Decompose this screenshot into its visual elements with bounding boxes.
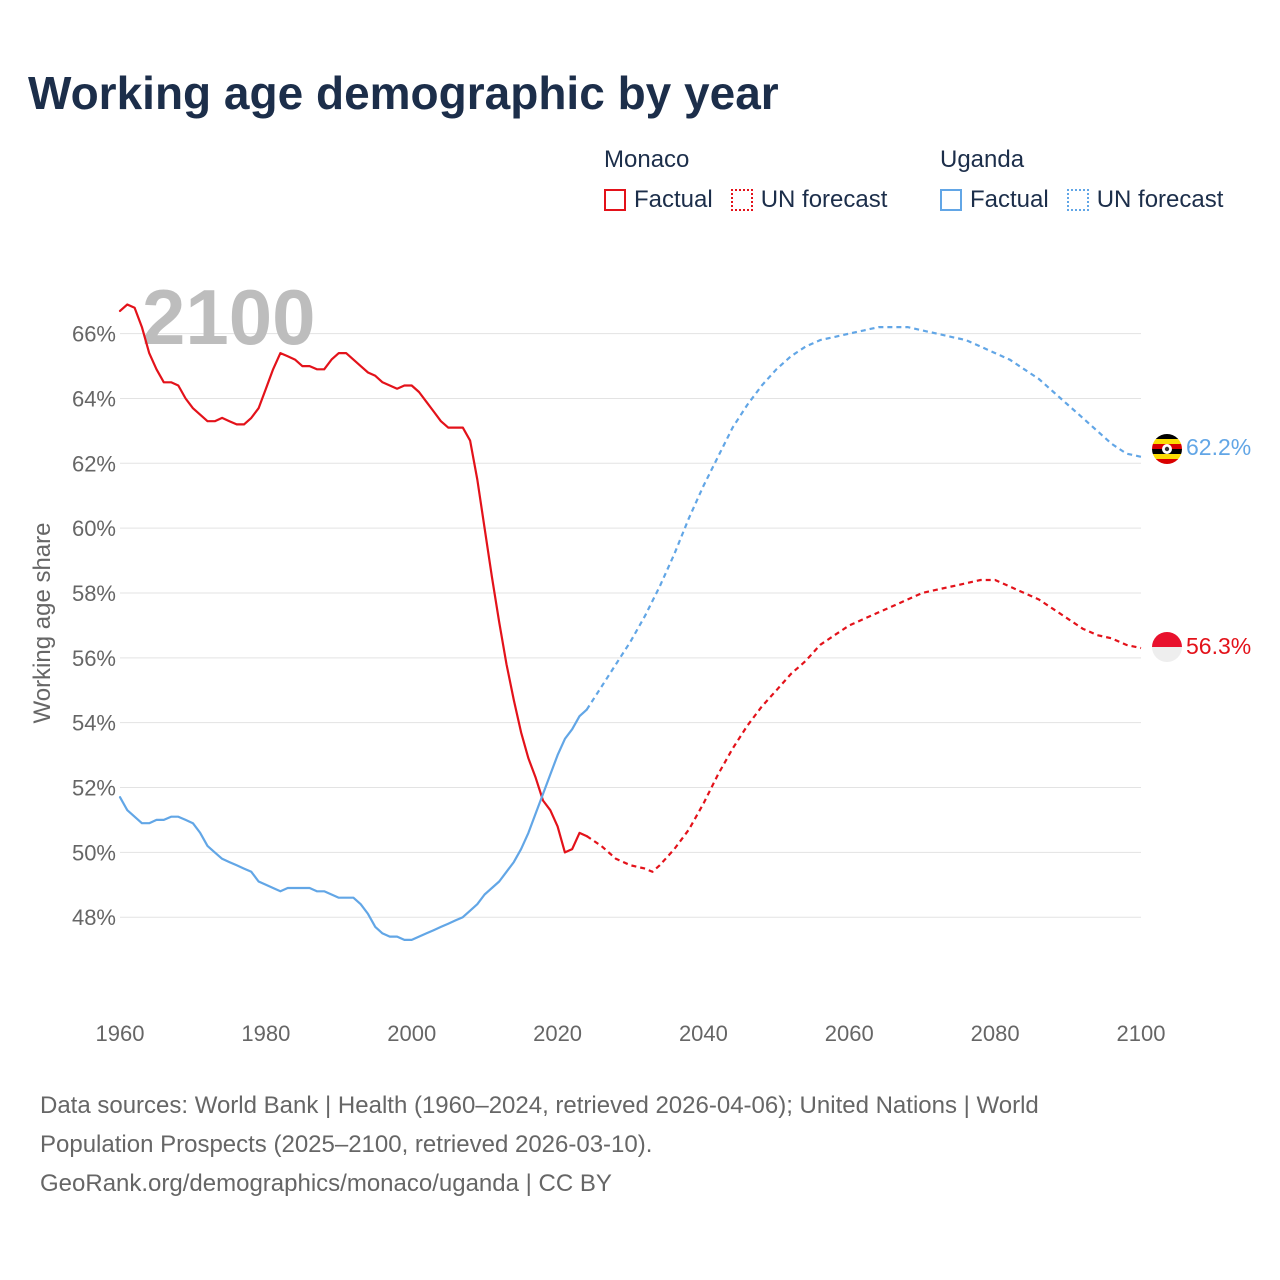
series-line-monaco-forecast — [586, 578, 1142, 873]
legend-swatch-uganda-forecast — [1066, 189, 1089, 211]
source-line: Population Prospects (2025–2100, retriev… — [40, 1131, 653, 1158]
source-line: GeoRank.org/demographics/monaco/uganda |… — [40, 1170, 612, 1197]
y-tick-label: 64% — [72, 386, 116, 411]
x-tick-label: 2080 — [971, 1021, 1020, 1046]
legend-label-uganda-forecast: UN forecast — [1096, 186, 1224, 213]
legend-swatch-monaco-factual — [604, 189, 626, 211]
legend-item-uganda-factual[interactable]: Factual — [940, 186, 1049, 214]
x-tick-label: 2100 — [1117, 1021, 1166, 1046]
legend-label-uganda-factual: Factual — [970, 186, 1049, 213]
monaco-flag-icon — [1152, 632, 1182, 662]
x-tick-label: 2060 — [825, 1021, 874, 1046]
legend-label-monaco-forecast: UN forecast — [760, 186, 888, 213]
year-watermark: 2100 — [142, 273, 316, 361]
legend-group-title-monaco: Monaco — [604, 146, 690, 173]
uganda-flag-icon — [1152, 434, 1182, 464]
series-line-monaco-factual — [118, 303, 588, 854]
legend-group-title-uganda: Uganda — [940, 146, 1025, 173]
end-label-monaco: 56.3% — [1186, 633, 1251, 659]
x-tick-label: 2040 — [679, 1021, 728, 1046]
y-tick-label: 56% — [72, 646, 116, 671]
y-tick-label: 50% — [72, 840, 116, 865]
y-tick-label: 48% — [72, 905, 116, 930]
legend-swatch-uganda-factual — [940, 189, 962, 211]
source-footer: Data sources: World Bank | Health (1960–… — [40, 1086, 1240, 1203]
series-line-uganda-factual — [118, 708, 588, 942]
legend-group-uganda: Uganda Factual UN forecast — [940, 146, 1223, 214]
end-label-uganda: 62.2% — [1186, 434, 1251, 460]
y-axis-label: Working age share — [29, 523, 56, 724]
y-tick-label: 54% — [72, 711, 116, 736]
x-tick-label: 2020 — [533, 1021, 582, 1046]
legend-item-uganda-forecast[interactable]: UN forecast — [1066, 186, 1224, 214]
chart-title: Working age demographic by year — [28, 67, 779, 119]
x-tick-label: 2000 — [387, 1021, 436, 1046]
y-tick-label: 60% — [72, 516, 116, 541]
x-tick-label: 1980 — [241, 1021, 290, 1046]
y-tick-label: 62% — [72, 451, 116, 476]
x-tick-label: 1960 — [96, 1021, 145, 1046]
legend-label-monaco-factual: Factual — [634, 186, 713, 213]
series-line-uganda-forecast — [585, 326, 1142, 711]
legend-swatch-monaco-forecast — [730, 189, 753, 211]
source-line: Data sources: World Bank | Health (1960–… — [40, 1092, 1039, 1119]
legend-item-monaco-factual[interactable]: Factual — [604, 186, 713, 214]
y-tick-label: 52% — [72, 776, 116, 801]
y-tick-label: 58% — [72, 581, 116, 606]
legend-group-monaco: Monaco Factual UN forecast — [604, 146, 905, 214]
line-chart: 2100 48% 50% 52% 54% 56% 58% 60% 62% 64% 66% 1960… — [29, 273, 1251, 1046]
y-tick-label: 66% — [72, 322, 116, 347]
legend-item-monaco-forecast[interactable]: UN forecast — [730, 186, 888, 214]
